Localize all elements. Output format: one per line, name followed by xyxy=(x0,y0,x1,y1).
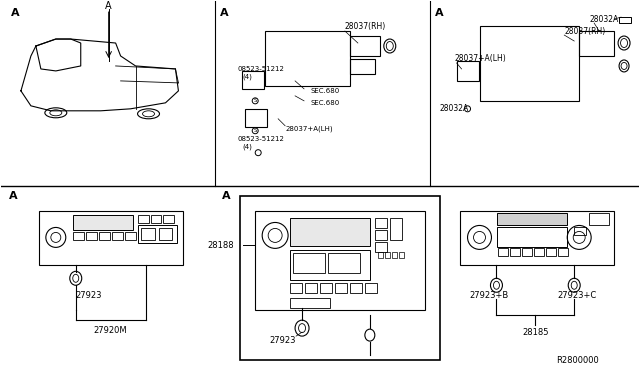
Text: A: A xyxy=(220,8,229,18)
Bar xyxy=(456,61,479,81)
Bar xyxy=(138,225,177,243)
Bar xyxy=(290,283,302,293)
Text: 08523-51212: 08523-51212 xyxy=(237,66,284,72)
Bar xyxy=(547,248,556,256)
Bar xyxy=(497,227,567,247)
Bar xyxy=(320,283,332,293)
Text: 28037+A(LH): 28037+A(LH) xyxy=(454,54,506,64)
Text: 27923+C: 27923+C xyxy=(557,291,597,300)
Bar xyxy=(375,243,387,252)
Text: 28185: 28185 xyxy=(522,328,548,337)
Bar xyxy=(375,218,387,228)
Text: S: S xyxy=(253,98,257,103)
Text: A: A xyxy=(11,8,20,18)
Bar xyxy=(163,215,175,224)
Bar xyxy=(375,230,387,240)
Bar xyxy=(534,248,544,256)
Text: A: A xyxy=(106,1,112,11)
Bar xyxy=(86,232,97,240)
Bar xyxy=(365,283,377,293)
Bar xyxy=(245,109,267,127)
Ellipse shape xyxy=(295,320,309,336)
Bar xyxy=(350,36,380,56)
Bar xyxy=(150,215,161,224)
Bar xyxy=(385,252,390,258)
Bar xyxy=(522,248,532,256)
Text: 27920M: 27920M xyxy=(94,326,127,335)
Bar xyxy=(335,283,347,293)
Bar xyxy=(574,227,586,235)
Ellipse shape xyxy=(70,271,82,285)
Bar xyxy=(619,17,631,23)
Bar xyxy=(73,215,132,230)
Text: A: A xyxy=(435,8,444,18)
Bar xyxy=(350,283,362,293)
Bar xyxy=(399,252,404,258)
Bar xyxy=(390,218,402,240)
Bar xyxy=(328,253,360,273)
Text: 27923: 27923 xyxy=(76,291,102,300)
Bar xyxy=(392,252,397,258)
Text: S: S xyxy=(253,128,257,133)
Text: 28032A: 28032A xyxy=(589,15,618,23)
Bar xyxy=(159,228,172,240)
Bar xyxy=(293,253,325,273)
Text: 08523-51212: 08523-51212 xyxy=(237,136,284,142)
Text: R2800000: R2800000 xyxy=(556,356,599,365)
Bar xyxy=(479,26,579,101)
Bar xyxy=(265,31,350,86)
Bar xyxy=(240,196,440,360)
Bar xyxy=(255,211,425,310)
Text: (4): (4) xyxy=(243,144,252,150)
Bar xyxy=(290,250,370,280)
Bar xyxy=(511,248,520,256)
Bar xyxy=(499,248,508,256)
Bar xyxy=(290,218,370,246)
Bar xyxy=(243,71,264,89)
Bar xyxy=(138,215,148,224)
Bar xyxy=(99,232,109,240)
Bar xyxy=(73,232,84,240)
Bar xyxy=(378,252,383,258)
Text: 27923: 27923 xyxy=(269,336,296,344)
Ellipse shape xyxy=(490,278,502,292)
Bar xyxy=(579,31,614,56)
Text: 28037+A(LH): 28037+A(LH) xyxy=(285,125,333,132)
Bar xyxy=(497,214,567,225)
Bar xyxy=(141,228,154,240)
Bar xyxy=(290,298,330,308)
Ellipse shape xyxy=(568,278,580,292)
Text: 28037(RH): 28037(RH) xyxy=(345,22,386,31)
Bar xyxy=(558,248,568,256)
Bar xyxy=(39,211,184,265)
Bar xyxy=(460,211,614,265)
Text: SEC.680: SEC.680 xyxy=(310,100,339,106)
Text: 27923+B: 27923+B xyxy=(470,291,509,300)
Bar xyxy=(589,214,609,225)
Ellipse shape xyxy=(365,329,375,341)
Bar xyxy=(350,59,375,74)
Text: A: A xyxy=(222,190,231,201)
Bar xyxy=(305,283,317,293)
Text: A: A xyxy=(9,190,17,201)
Bar xyxy=(125,232,136,240)
Text: (4): (4) xyxy=(243,74,252,80)
Text: 28032A: 28032A xyxy=(440,104,469,113)
Text: 28188: 28188 xyxy=(207,241,234,250)
Bar xyxy=(111,232,123,240)
Text: 28037(RH): 28037(RH) xyxy=(564,26,605,36)
Text: SEC.680: SEC.680 xyxy=(310,88,339,94)
